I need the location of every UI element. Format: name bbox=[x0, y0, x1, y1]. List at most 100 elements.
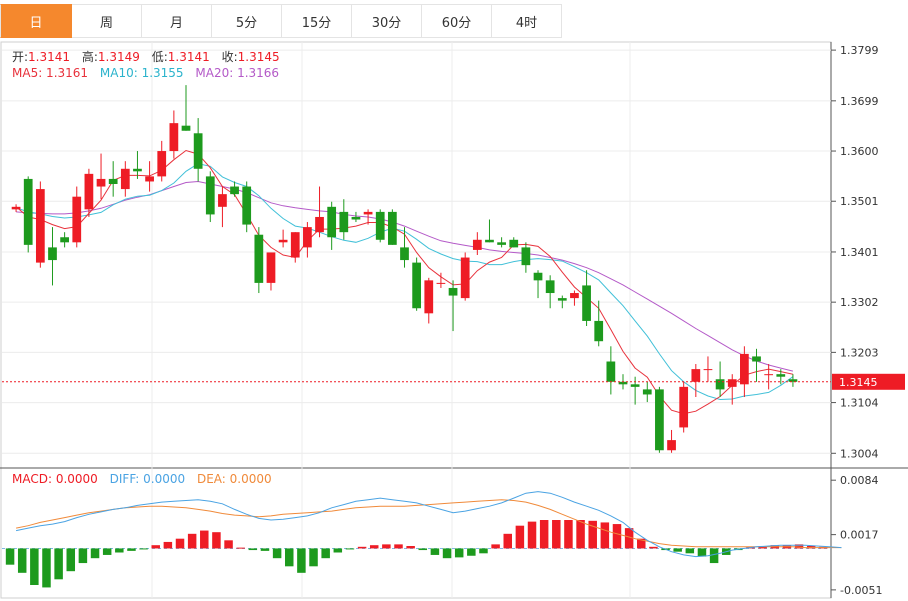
macd-bar bbox=[127, 548, 136, 551]
macd-bar bbox=[78, 548, 88, 564]
candle-body bbox=[497, 242, 506, 245]
candle-body bbox=[788, 379, 798, 382]
macd-bar bbox=[467, 548, 476, 556]
macd-bar bbox=[102, 548, 112, 555]
macd-bar bbox=[673, 548, 682, 552]
macd-bar bbox=[576, 520, 585, 549]
macd-bar bbox=[637, 538, 646, 549]
candle-body bbox=[120, 168, 130, 190]
macd-bar bbox=[382, 544, 391, 549]
open-value: 1.3141 bbox=[28, 50, 71, 64]
ma5-line bbox=[15, 149, 794, 415]
last-price-label: 1.3145 bbox=[839, 376, 878, 389]
candle-body bbox=[351, 216, 361, 220]
macd-bar bbox=[539, 520, 549, 549]
tab-0[interactable]: 日 bbox=[0, 4, 72, 38]
macd-bar bbox=[394, 544, 403, 549]
low-value: 1.3141 bbox=[167, 50, 210, 64]
ma20-line bbox=[16, 180, 794, 372]
macd-bar bbox=[17, 548, 27, 573]
candle-body bbox=[230, 186, 239, 195]
macd-bar bbox=[564, 520, 573, 549]
candle-body bbox=[740, 353, 749, 385]
macd-bar bbox=[200, 530, 209, 549]
candle-body bbox=[727, 379, 737, 387]
tab-3[interactable]: 5分 bbox=[212, 4, 282, 38]
candle-body bbox=[533, 272, 543, 281]
price-tick-label: 1.3699 bbox=[840, 95, 879, 108]
macd-bar bbox=[248, 548, 258, 551]
macd-bar bbox=[139, 548, 148, 550]
macd-bar bbox=[588, 520, 597, 549]
candle-body bbox=[242, 186, 252, 225]
candle-body bbox=[375, 211, 385, 240]
macd-bar bbox=[321, 548, 330, 559]
candle-body bbox=[145, 176, 154, 182]
tab-7[interactable]: 4时 bbox=[492, 4, 562, 38]
macd-tick-label: 0.0017 bbox=[840, 529, 879, 542]
macd-bar bbox=[552, 520, 561, 549]
tab-1[interactable]: 周 bbox=[72, 4, 142, 38]
high-readout: 高:1.3149 bbox=[82, 50, 140, 64]
low-readout: 低:1.3141 bbox=[152, 50, 210, 64]
macd-bar bbox=[649, 546, 658, 549]
candle-body bbox=[557, 298, 567, 301]
price-tick-label: 1.3799 bbox=[840, 44, 879, 57]
macd-bar bbox=[236, 547, 245, 549]
macd-bar bbox=[685, 548, 695, 554]
macd-bar bbox=[187, 533, 197, 549]
tab-6[interactable]: 60分 bbox=[422, 4, 492, 38]
candle-body bbox=[133, 168, 142, 172]
plot-frame bbox=[0, 41, 832, 599]
macd-bar bbox=[297, 548, 306, 573]
candle-body bbox=[412, 262, 422, 309]
macd-legend: MACD: 0.0000 DIFF: 0.0000 DEA: 0.0000 bbox=[12, 472, 280, 486]
candle-body bbox=[96, 178, 106, 187]
candle-body bbox=[667, 440, 676, 451]
tab-2[interactable]: 月 bbox=[142, 4, 212, 38]
candle-body bbox=[424, 280, 434, 314]
candle-body bbox=[303, 227, 312, 248]
candle-body bbox=[460, 257, 470, 299]
candle-body bbox=[11, 206, 21, 210]
diff-value: DIFF: 0.0000 bbox=[109, 472, 186, 486]
macd-bar bbox=[709, 548, 719, 564]
candle-body bbox=[181, 125, 191, 131]
price-tick-label: 1.3203 bbox=[840, 346, 879, 359]
candle-body bbox=[618, 381, 628, 385]
candle-body bbox=[193, 133, 203, 169]
macd-tick-label: -0.0051 bbox=[840, 584, 882, 597]
candle-body bbox=[108, 178, 118, 184]
ma5-legend: MA5: 1.3161 bbox=[12, 66, 89, 80]
close-readout: 收:1.3145 bbox=[222, 50, 280, 64]
price-tick-label: 1.3600 bbox=[840, 145, 879, 158]
macd-bar bbox=[527, 521, 537, 549]
macd-bar bbox=[406, 546, 415, 549]
candle-body bbox=[205, 176, 215, 215]
macd-bar bbox=[163, 541, 173, 549]
macd-bar bbox=[491, 544, 500, 549]
high-label: 高: bbox=[81, 50, 98, 64]
macd-bar bbox=[442, 548, 452, 559]
open-label: 开: bbox=[12, 50, 29, 64]
macd-bar bbox=[260, 548, 270, 551]
macd-tick-label: 0.0084 bbox=[840, 474, 879, 487]
low-label: 低: bbox=[151, 50, 168, 64]
macd-bar bbox=[503, 533, 512, 549]
candle-body bbox=[630, 384, 640, 387]
candle-body bbox=[764, 374, 774, 376]
macd-bar bbox=[454, 548, 464, 558]
macd-bar bbox=[794, 544, 804, 549]
ma-legend: MA5: 1.3161 MA10: 1.3155 MA20: 1.3166 bbox=[12, 66, 287, 80]
candle-body bbox=[606, 361, 616, 382]
candle-body bbox=[327, 206, 337, 238]
tab-4[interactable]: 15分 bbox=[282, 4, 352, 38]
tab-5[interactable]: 30分 bbox=[352, 4, 422, 38]
timeframe-tabs: 日周月 5分 15分 30分 60分 4时 bbox=[0, 0, 908, 42]
macd-bar bbox=[369, 545, 379, 549]
candle-body bbox=[570, 293, 579, 299]
macd-bar bbox=[151, 545, 160, 549]
diff-line bbox=[15, 491, 842, 558]
dea-value: DEA: 0.0000 bbox=[196, 472, 272, 486]
